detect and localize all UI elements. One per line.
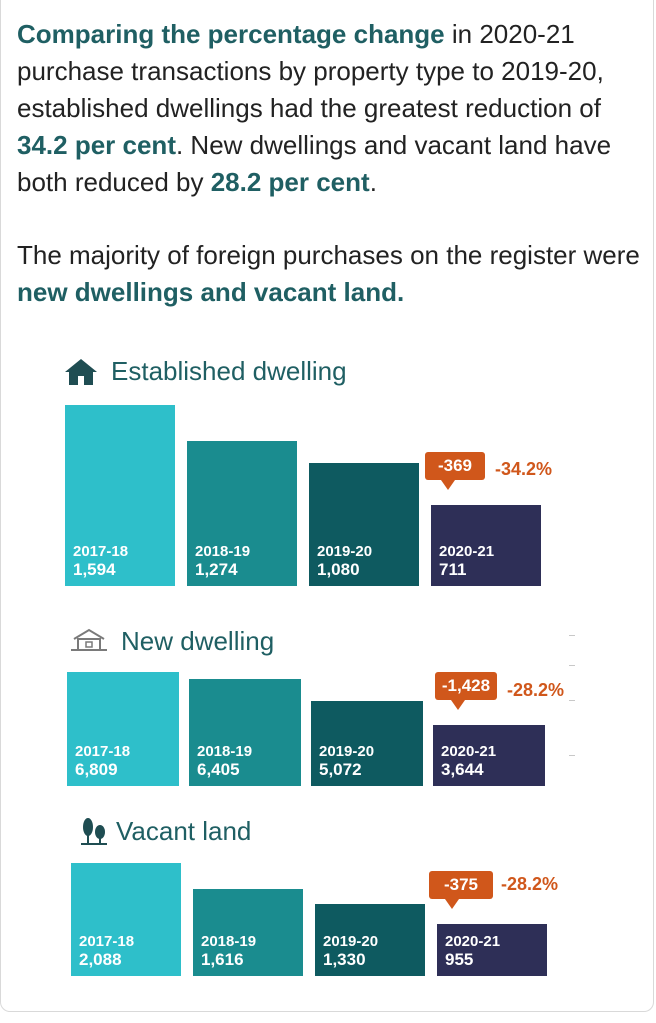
bar-value-label: 2,088	[79, 950, 122, 969]
bar-year-label: 2017-18	[75, 743, 131, 760]
bar-2018-19: 2018-19 1,616	[193, 889, 303, 976]
bar-2017-18: 2017-18 6,809	[67, 672, 179, 786]
bar-year-label: 2017-18	[73, 543, 129, 560]
bar-value-label: 711	[439, 560, 467, 579]
bar-2017-18: 2017-18 2,088	[71, 863, 181, 976]
bar-value-label: 6,809	[75, 760, 118, 779]
bar-value-label: 6,405	[197, 760, 240, 779]
trees-icon	[79, 817, 109, 852]
bar-2017-18: 2017-18 1,594	[65, 405, 175, 586]
highlight-text: 28.2 per cent	[210, 167, 370, 197]
change-percent-label: -34.2%	[495, 459, 553, 479]
bar-2019-20: 2019-20 5,072	[311, 701, 423, 786]
chart-title: New dwelling	[121, 626, 275, 656]
intro-paragraph-2: The majority of foreign purchases on the…	[17, 237, 647, 311]
bar-year-label: 2020-21	[439, 543, 495, 560]
bar-year-label: 2018-19	[195, 543, 251, 560]
bar-value-label: 1,616	[201, 950, 244, 969]
bar-year-label: 2018-19	[201, 933, 257, 950]
bar-2020-21: 2020-21 3,644	[433, 725, 545, 786]
body-text: The majority of foreign purchases on the…	[17, 240, 640, 270]
bar-value-label: 1,274	[195, 560, 238, 579]
highlight-text: Comparing the percentage change	[17, 19, 445, 49]
intro-text: Comparing the percentage change in 2020-…	[17, 16, 647, 311]
bar-year-label: 2019-20	[319, 743, 375, 760]
axis-tick	[569, 755, 575, 756]
body-text: .	[369, 167, 377, 197]
axis-tick	[569, 665, 575, 666]
bar-value-label: 1,594	[73, 560, 116, 579]
intro-paragraph-1: Comparing the percentage change in 2020-…	[17, 16, 647, 201]
change-percent-label: -28.2%	[507, 680, 565, 700]
axis-tick	[569, 635, 575, 636]
axis-tick	[569, 700, 575, 701]
body-text: in 2020-21 purchase transactions by prop…	[17, 19, 604, 123]
change-percent-label: -28.2%	[501, 874, 559, 894]
bar-2019-20: 2019-20 1,330	[315, 904, 425, 976]
bar-year-label: 2020-21	[445, 933, 501, 950]
bar-2019-20: 2019-20 1,080	[309, 463, 419, 586]
new-house-icon	[71, 627, 107, 658]
change-callout: -1,428	[435, 672, 497, 710]
chart-title: Established dwelling	[111, 356, 347, 386]
body-text: . New dwellings and vacant land have bot…	[17, 130, 612, 197]
bar-year-label: 2019-20	[323, 933, 379, 950]
house-icon	[63, 357, 99, 392]
highlight-text: 34.2 per cent	[17, 130, 176, 160]
change-callout: -369	[425, 452, 485, 490]
bar-2018-19: 2018-19 6,405	[189, 679, 301, 786]
change-callout: -375	[429, 871, 493, 909]
bar-2020-21: 2020-21 711	[431, 505, 541, 586]
bar-2018-19: 2018-19 1,274	[187, 441, 297, 586]
bar-year-label: 2017-18	[79, 933, 135, 950]
bar-value-label: 955	[445, 950, 474, 969]
chart-title: Vacant land	[116, 816, 252, 846]
bar-value-label: 3,644	[441, 760, 484, 779]
bar-value-label: 5,072	[319, 760, 362, 779]
highlight-text: new dwellings and vacant land.	[17, 277, 405, 307]
bar-value-label: 1,330	[323, 950, 366, 969]
bar-value-label: 1,080	[317, 560, 360, 579]
bar-year-label: 2019-20	[317, 543, 373, 560]
bar-2020-21: 2020-21 955	[437, 924, 547, 976]
bar-year-label: 2020-21	[441, 743, 497, 760]
bar-year-label: 2018-19	[197, 743, 253, 760]
